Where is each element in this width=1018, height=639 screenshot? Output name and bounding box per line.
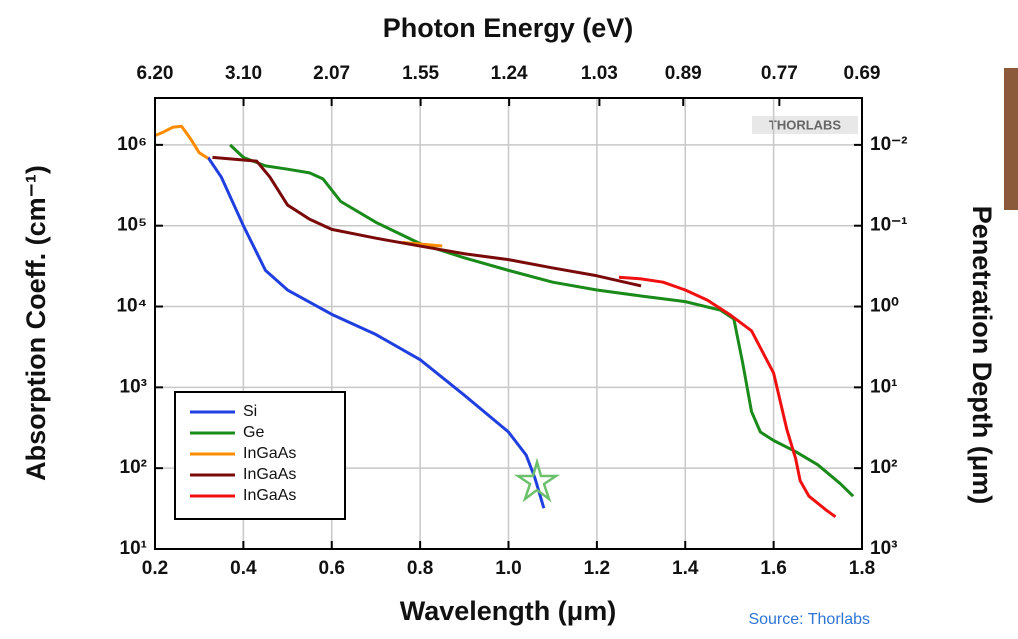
series-line <box>212 155 642 288</box>
x2-tick-label: 1.24 <box>491 63 528 84</box>
x-tick-label: 1.6 <box>760 558 786 579</box>
y2-tick-label: 10⁻¹ <box>870 215 908 236</box>
y2-tick-label: 10⁻² <box>870 134 908 155</box>
x2-tick-label: 3.10 <box>225 63 262 84</box>
x-axis-title: Wavelength (μm) <box>400 596 617 626</box>
x-tick-label: 1.8 <box>849 558 875 579</box>
y-tick-label: 10² <box>120 457 147 478</box>
legend-label: InGaAs <box>243 487 296 504</box>
x-tick-label: 1.4 <box>672 558 699 579</box>
x2-tick-label: 0.89 <box>665 63 702 84</box>
x2-tick-label: 0.77 <box>761 63 798 84</box>
y2-tick-label: 10⁰ <box>870 296 899 317</box>
y-tick-label: 10⁴ <box>116 296 147 317</box>
y-tick-label: 10⁶ <box>117 134 147 155</box>
x2-tick-label: 1.55 <box>402 63 439 84</box>
y-axis-title: Absorption Coeff. (cm⁻¹) <box>21 165 51 481</box>
series-line <box>618 275 837 519</box>
x2-tick-label: 1.03 <box>581 63 618 84</box>
x-tick-label: 0.4 <box>230 558 257 579</box>
legend-label: InGaAs <box>243 466 296 483</box>
x-tick-label: 0.6 <box>319 558 345 579</box>
y2-tick-label: 10¹ <box>870 376 897 397</box>
series-line <box>206 156 546 509</box>
logo-box <box>752 116 858 134</box>
x-tick-label: 0.8 <box>407 558 433 579</box>
top-axis-title: Photon Energy (eV) <box>383 13 634 43</box>
logo: THORLABS <box>769 117 842 132</box>
series-line <box>229 143 855 498</box>
plot: 0.2 0.4 0.6 0.8 1.0 1.2 1.4 1.6 1.8 6.20 3.10 2.07 1… <box>116 63 907 579</box>
x2-tick-label: 2.07 <box>313 63 350 84</box>
x-tick-label: 0.2 <box>142 558 168 579</box>
legend-label: Si <box>243 403 257 420</box>
star-marker <box>513 457 561 503</box>
legend-label: InGaAs <box>243 445 296 462</box>
x2-tick-label: 0.69 <box>844 63 881 84</box>
y2-tick-label: 10³ <box>870 538 897 559</box>
x2-tick-label: 6.20 <box>137 63 174 84</box>
y2-tick-label: 10² <box>870 457 897 478</box>
y-tick-label: 10⁵ <box>117 215 147 236</box>
photo-crop <box>1004 68 1018 210</box>
source-note: Source: Thorlabs <box>748 611 870 628</box>
x-tick-label: 1.0 <box>495 558 521 579</box>
y2-axis-title: Penetration Depth (μm) <box>967 206 997 505</box>
plot-frame <box>154 97 863 550</box>
x-tick-label: 1.2 <box>584 558 610 579</box>
y-tick-label: 10¹ <box>120 538 147 559</box>
y-tick-label: 10³ <box>120 376 147 397</box>
legend-label: Ge <box>243 424 264 441</box>
